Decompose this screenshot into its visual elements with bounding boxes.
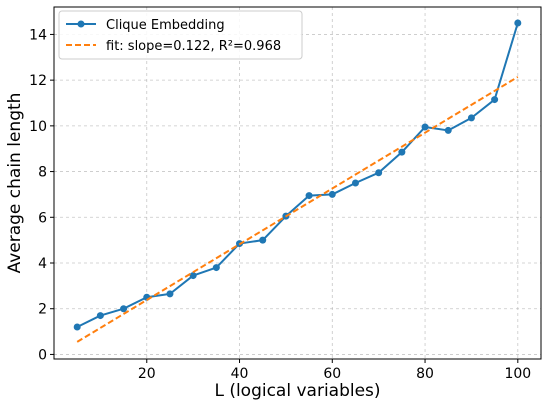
x-axis-label: L (logical variables) <box>214 381 380 401</box>
legend-marker-clique-embedding <box>77 20 85 28</box>
legend-box <box>58 10 303 60</box>
x-tick-label: 80 <box>416 366 434 382</box>
grid <box>54 7 541 359</box>
data-point <box>166 290 174 298</box>
data-point <box>398 148 406 156</box>
data-point <box>212 264 220 272</box>
y-tick-label: 2 <box>38 302 47 318</box>
y-axis-ticks: 0 2 4 6 8 10 12 14 <box>29 27 54 363</box>
plot-frame <box>53 6 542 360</box>
x-tick-label: 100 <box>504 366 531 382</box>
clique-embedding-line <box>76 22 519 328</box>
legend-entry-clique-embedding: Clique Embedding <box>66 18 225 33</box>
legend-label-fit: fit: slope=0.122, R²=0.968 <box>106 39 281 54</box>
data-point <box>305 192 313 200</box>
fit-line <box>76 76 519 343</box>
y-tick-label: 4 <box>38 256 47 272</box>
data-point <box>96 312 104 320</box>
data-point <box>491 96 499 104</box>
x-tick-label: 60 <box>323 366 341 382</box>
legend-entry-fit: fit: slope=0.122, R²=0.968 <box>66 39 281 54</box>
data-point <box>259 236 267 244</box>
y-tick-label: 12 <box>29 73 47 89</box>
x-tick-label: 20 <box>138 366 156 382</box>
x-axis-ticks: 20 40 60 80 100 <box>138 359 531 382</box>
data-point <box>120 305 128 313</box>
data-point <box>514 19 522 27</box>
y-tick-label: 8 <box>38 165 47 181</box>
y-tick-label: 10 <box>29 119 47 135</box>
data-point <box>73 323 81 331</box>
series-layer <box>73 19 522 343</box>
data-point <box>351 179 359 187</box>
data-point <box>444 126 452 134</box>
legend: Clique Embedding fit: slope=0.122, R²=0.… <box>58 10 303 60</box>
data-point <box>375 169 383 177</box>
data-point <box>189 272 197 280</box>
y-tick-label: 0 <box>38 347 47 363</box>
data-point <box>467 114 475 122</box>
x-tick-label: 40 <box>231 366 249 382</box>
y-axis-label: Average chain length <box>5 93 25 274</box>
data-point <box>328 190 336 198</box>
data-point <box>421 123 429 131</box>
legend-label-clique-embedding: Clique Embedding <box>106 18 225 33</box>
y-tick-label: 6 <box>38 210 47 226</box>
y-tick-label: 14 <box>29 27 47 43</box>
